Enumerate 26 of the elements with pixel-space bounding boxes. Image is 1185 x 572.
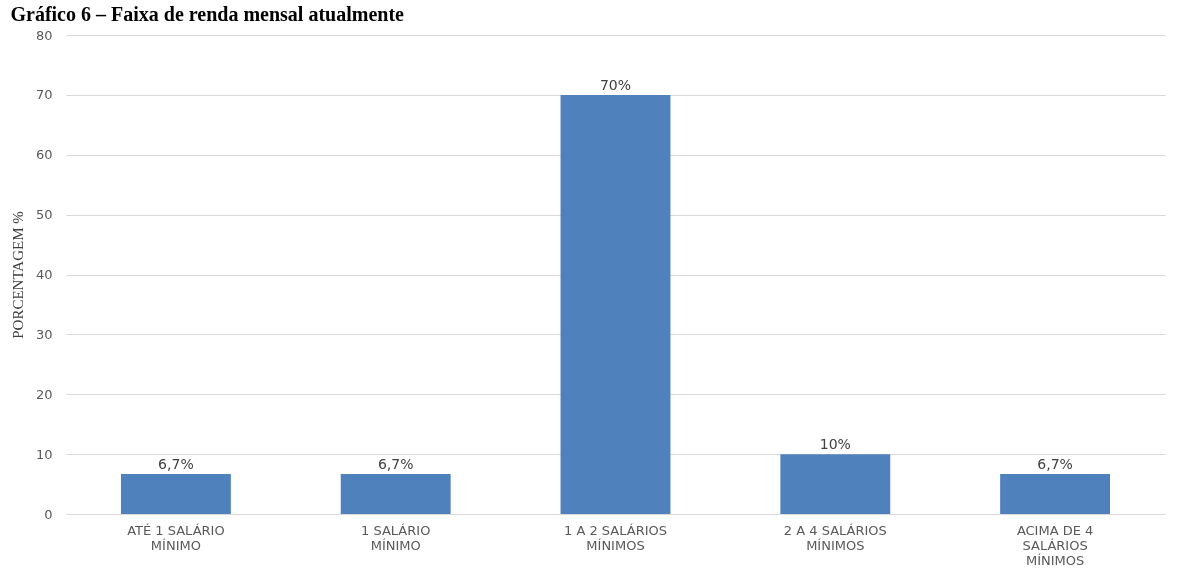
bar xyxy=(120,473,231,514)
y-tick-label: 30 xyxy=(35,326,53,342)
bar xyxy=(1000,473,1111,514)
data-label: 6,7% xyxy=(158,455,194,472)
bar xyxy=(560,94,671,514)
y-tick-label: 20 xyxy=(35,386,53,402)
bar xyxy=(340,473,451,514)
x-tick-label: ACIMA DE 4 SALÁRIOS MÍNIMOS xyxy=(1016,522,1094,568)
data-label: 6,7% xyxy=(1037,455,1073,472)
y-tick-label: 50 xyxy=(35,207,53,223)
y-tick-label: 60 xyxy=(35,147,53,163)
data-label: 10% xyxy=(819,436,851,453)
y-tick-label: 40 xyxy=(35,267,53,282)
y-tick-label: 70 xyxy=(35,87,53,103)
x-tick-label: ATÉ 1 SALÁRIO MÍNIMO xyxy=(127,522,225,553)
y-tick-label: 10 xyxy=(35,446,53,462)
bar xyxy=(780,454,891,514)
chart-title: Gráfico 6 – Faixa de renda mensal atualmente xyxy=(10,3,405,25)
x-tick-label: 2 A 4 SALÁRIOS MÍNIMOS xyxy=(783,522,887,553)
x-tick-label: 1 A 2 SALÁRIOS MÍNIMOS xyxy=(563,522,668,553)
data-label: 6,7% xyxy=(377,455,414,472)
y-tick-label: 0 xyxy=(44,506,53,522)
y-axis-title: PORCENTAGEM % xyxy=(9,211,26,339)
data-label: 70% xyxy=(599,76,632,93)
x-tick-label: 1 SALÁRIO MÍNIMO xyxy=(361,522,431,553)
y-tick-label: 80 xyxy=(35,27,53,43)
